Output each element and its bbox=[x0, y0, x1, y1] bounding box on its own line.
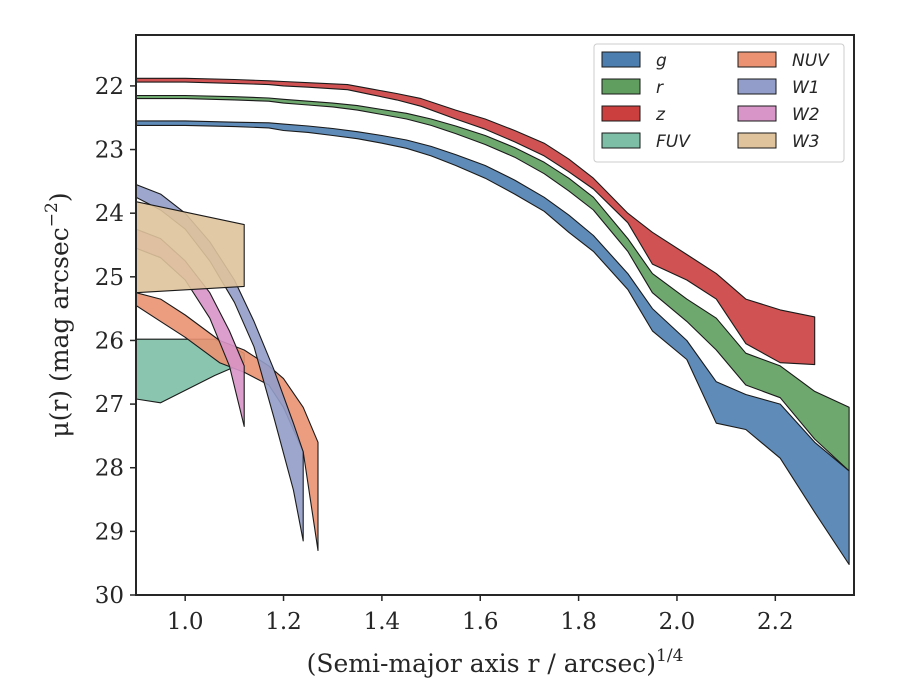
legend-label-z: z bbox=[655, 105, 666, 125]
x-tick-label: 1.8 bbox=[560, 609, 597, 635]
series-band-g bbox=[136, 120, 850, 566]
legend-label-fuv: FUV bbox=[656, 132, 691, 152]
legend: grz FUV NUV W1 W2 W3 bbox=[593, 43, 845, 163]
legend-swatch-z bbox=[601, 105, 641, 122]
legend-label-g: g bbox=[656, 51, 667, 71]
y-axis-label: μ(r) (mag arcsec−2) bbox=[42, 192, 74, 437]
legend-label-w2: W2 bbox=[792, 105, 820, 125]
legend-swatch-w3 bbox=[737, 132, 777, 149]
series-bands bbox=[136, 77, 850, 566]
x-tick-label: 2.0 bbox=[659, 609, 696, 635]
y-tick-label: 26 bbox=[95, 328, 124, 354]
x-axis: 1.0 1.2 1.4 1.6 1.8 2.0 2.2 bbox=[167, 595, 794, 635]
legend-swatch-w1 bbox=[737, 78, 777, 95]
y-axis: 22 23 24 25 26 27 28 29 30 bbox=[95, 74, 136, 609]
plot-frame bbox=[135, 34, 855, 596]
legend-label-w1: W1 bbox=[792, 78, 820, 98]
legend-label-nuv: NUV bbox=[792, 51, 830, 71]
x-tick-label: 1.6 bbox=[462, 609, 499, 635]
y-tick-label: 22 bbox=[95, 74, 124, 100]
y-tick-label: 30 bbox=[95, 583, 124, 609]
legend-swatch-nuv bbox=[737, 51, 777, 68]
y-tick-label: 25 bbox=[95, 265, 124, 291]
x-tick-label: 1.2 bbox=[265, 609, 302, 635]
legend-swatch-r bbox=[601, 78, 641, 95]
series-band-w3 bbox=[136, 201, 245, 294]
series-band-z bbox=[136, 77, 816, 366]
y-tick-label: 23 bbox=[95, 138, 124, 164]
legend-label-w3: W3 bbox=[792, 132, 820, 152]
y-tick-label: 24 bbox=[95, 201, 124, 227]
series-band-r bbox=[136, 94, 850, 472]
x-tick-label: 2.2 bbox=[757, 609, 794, 635]
x-tick-label: 1.0 bbox=[167, 609, 204, 635]
y-tick-label: 28 bbox=[95, 456, 124, 482]
legend-swatch-g bbox=[601, 51, 641, 68]
legend-swatch-fuv bbox=[601, 132, 641, 149]
x-axis-label: (Semi-major axis r / arcsec)1/4 bbox=[307, 646, 684, 678]
legend-swatch-w2 bbox=[737, 105, 777, 122]
x-tick-label: 1.4 bbox=[364, 609, 401, 635]
y-tick-label: 27 bbox=[95, 392, 124, 418]
legend-box bbox=[593, 43, 845, 163]
legend-label-r: r bbox=[656, 78, 664, 98]
y-tick-label: 29 bbox=[95, 519, 124, 545]
